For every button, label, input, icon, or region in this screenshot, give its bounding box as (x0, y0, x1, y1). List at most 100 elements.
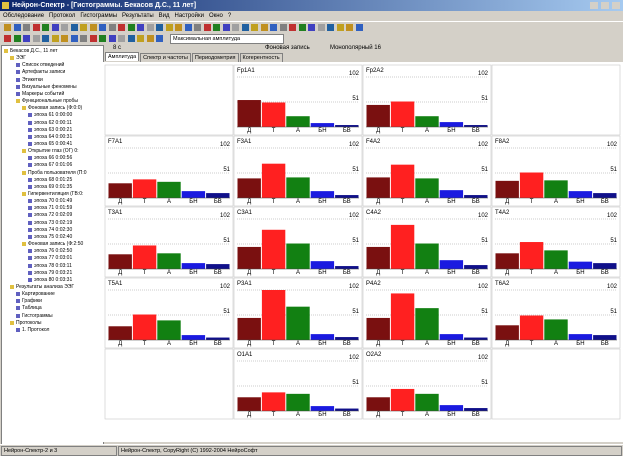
maximize-button[interactable] (601, 2, 609, 9)
toolbar-button[interactable] (127, 35, 135, 42)
tree-item[interactable]: эпоха 67 0:01:06 (34, 162, 73, 169)
toolbar-button[interactable] (327, 24, 334, 31)
tree-item[interactable]: Графики (22, 298, 42, 305)
toolbar-button[interactable] (146, 35, 154, 42)
toolbar-button[interactable] (42, 24, 49, 31)
toolbar-button[interactable] (175, 24, 182, 31)
tree-item[interactable]: эпоха 63 0:00:21 (34, 126, 73, 133)
toolbar-button[interactable] (241, 24, 249, 31)
tree-item[interactable]: эпоха 80 0:03:31 (34, 276, 73, 283)
tree-item[interactable]: эпоха 68 0:01:25 (34, 176, 73, 183)
toolbar-button[interactable] (137, 24, 144, 31)
toolbar-button[interactable] (289, 24, 296, 31)
tree-item[interactable]: эпоха 69 0:01:35 (34, 183, 73, 190)
toolbar-button[interactable] (4, 35, 11, 42)
toolbar-button[interactable] (156, 35, 163, 42)
toolbar-button[interactable] (89, 24, 97, 31)
tab[interactable]: Спектр и частоты (140, 53, 191, 62)
tree-item[interactable]: эпоха 71 0:01:59 (34, 205, 73, 212)
tree-item[interactable]: эпоха 73 0:02:19 (34, 219, 73, 226)
toolbar-button[interactable] (61, 35, 68, 42)
tree-item[interactable]: Бекасов Д.С., 11 лет (10, 48, 58, 54)
tab[interactable]: Когерентность (239, 53, 283, 62)
tree-item[interactable]: Маркеры событий (22, 90, 65, 97)
toolbar-button[interactable] (23, 35, 30, 42)
toolbar-button[interactable] (23, 24, 30, 31)
menu-item[interactable]: ? (227, 13, 232, 19)
tree-item[interactable]: ЭЭГ (16, 55, 26, 62)
tree-item[interactable]: эпоха 61 0:00:00 (34, 112, 73, 119)
toolbar-button[interactable] (80, 35, 87, 42)
toolbar-button[interactable] (89, 35, 97, 42)
toolbar-button[interactable] (70, 35, 78, 42)
toolbar-button[interactable] (298, 24, 306, 31)
toolbar-button[interactable] (165, 24, 173, 31)
menu-item[interactable]: Настройки (174, 13, 204, 19)
tree-item[interactable]: Функциональные пробы (22, 98, 79, 105)
toolbar-button[interactable] (270, 24, 277, 31)
toolbar-button[interactable] (4, 24, 11, 31)
tree-item[interactable]: Артефакты записи (22, 69, 66, 76)
toolbar-button[interactable] (32, 24, 40, 31)
tree-item[interactable]: Гистограммы (22, 312, 53, 319)
tree-item[interactable]: эпоха 77 0:03:01 (34, 255, 73, 262)
toolbar-button[interactable] (213, 24, 220, 31)
tree-item[interactable]: эпоха 75 0:02:40 (34, 233, 73, 240)
tree-item[interactable]: 1. Протокол (22, 326, 50, 333)
toolbar-button[interactable] (336, 24, 344, 31)
tree-item[interactable]: Этикетки (22, 76, 43, 83)
toolbar-button[interactable] (61, 24, 68, 31)
tree-item[interactable]: Визуальные феномены (22, 83, 77, 90)
toolbar-button[interactable] (118, 24, 125, 31)
toolbar-button[interactable] (13, 35, 21, 42)
tree-item[interactable]: эпоха 65 0:00:41 (34, 140, 73, 147)
tree-item[interactable]: эпоха 79 0:03:21 (34, 269, 73, 276)
toolbar-button[interactable] (194, 24, 201, 31)
tree-item[interactable]: эпоха 62 0:00:11 (34, 119, 72, 126)
toolbar-button[interactable] (51, 24, 59, 31)
toolbar-button[interactable] (308, 24, 315, 31)
toolbar-button[interactable] (232, 24, 239, 31)
toolbar-button[interactable] (108, 35, 116, 42)
tree-item[interactable]: Список отведений (22, 62, 65, 69)
tree-item[interactable]: эпоха 64 0:00:31 (34, 133, 73, 140)
tree-item[interactable]: Таблица (22, 305, 42, 312)
toolbar-button[interactable] (99, 24, 106, 31)
toolbar-button[interactable] (146, 24, 154, 31)
toolbar-button[interactable] (42, 35, 49, 42)
tree-item[interactable]: эпоха 76 0:02:50 (34, 248, 73, 255)
close-button[interactable] (612, 2, 620, 9)
tree-item[interactable]: эпоха 78 0:03:11 (34, 262, 72, 269)
toolbar-button[interactable] (32, 35, 40, 42)
tree-item[interactable]: Картирование (22, 291, 55, 298)
tree-item[interactable]: эпоха 70 0:01:49 (34, 198, 73, 205)
menu-item[interactable]: Результаты (122, 13, 154, 19)
toolbar-button[interactable] (108, 24, 116, 31)
tree-item[interactable]: Фоновая запись (Ф:0:0) (28, 105, 83, 112)
toolbar-button[interactable] (279, 24, 287, 31)
tree-item[interactable]: Открытие глаз (ОГ) 0: (28, 148, 79, 155)
toolbar-button[interactable] (156, 24, 163, 31)
menu-item[interactable]: Гистограммы (80, 13, 118, 19)
toolbar-button[interactable] (346, 24, 353, 31)
toolbar-button[interactable] (127, 24, 135, 31)
tree-item[interactable]: Гипервентиляция (ГВ:0: (28, 191, 84, 197)
toolbar-button[interactable] (222, 24, 230, 31)
toolbar-button[interactable] (70, 24, 78, 31)
tree-item[interactable]: эпоха 74 0:02:30 (34, 226, 73, 233)
minimize-button[interactable] (590, 2, 598, 9)
tree-item[interactable]: Результаты анализа ЭЭГ (16, 283, 75, 290)
menu-item[interactable]: Обследование (3, 13, 45, 19)
toolbar-button[interactable] (251, 24, 258, 31)
tree-item[interactable]: Протоколы (16, 319, 42, 326)
toolbar-button[interactable] (203, 24, 211, 31)
tree-item[interactable]: Фоновая запись (Ф:2:50 (28, 241, 84, 248)
toolbar-button[interactable] (51, 35, 59, 42)
toolbar-button[interactable] (118, 35, 125, 42)
tab[interactable]: Амплитуда (105, 52, 140, 61)
toolbar-button[interactable] (260, 24, 268, 31)
toolbar-button[interactable] (137, 35, 144, 42)
tree-item[interactable]: Проба пользователя (П:0 (28, 169, 87, 176)
toolbar-button[interactable] (99, 35, 106, 42)
amplitude-dropdown[interactable]: Максимальная амплитуда (170, 34, 284, 44)
